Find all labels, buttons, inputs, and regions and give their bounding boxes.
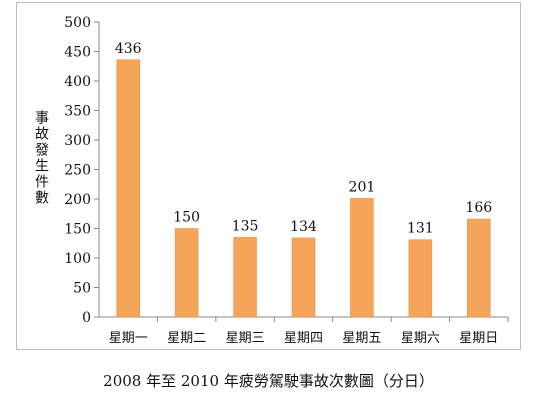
y-tick-label: 250 <box>64 163 91 179</box>
chart-caption: 2008 年至 2010 年疲勞駕駛事故次數圖（分日） <box>103 372 434 390</box>
y-tick-label: 150 <box>64 222 91 238</box>
bar <box>116 59 140 318</box>
data-label: 436 <box>115 41 142 57</box>
x-tick-label: 星期一 <box>109 331 148 346</box>
x-tick-label: 星期四 <box>284 331 323 346</box>
bar <box>467 218 491 318</box>
y-axis-label: 事故發生件數 <box>33 110 49 206</box>
bar <box>174 228 199 318</box>
x-tick-label: 星期六 <box>401 331 440 346</box>
y-tick-label: 300 <box>64 133 91 149</box>
y-tick-label: 50 <box>73 281 91 297</box>
x-tick-label: 星期三 <box>226 331 265 346</box>
y-tick-label: 0 <box>82 310 91 326</box>
chart-area <box>16 2 521 350</box>
data-label: 201 <box>349 179 376 195</box>
y-tick-label: 450 <box>64 45 91 61</box>
y-tick-label: 200 <box>64 192 91 208</box>
data-label: 166 <box>465 200 492 216</box>
data-label: 131 <box>407 221 434 237</box>
x-tick-label: 星期五 <box>342 331 381 346</box>
data-label: 150 <box>173 210 200 226</box>
data-label: 135 <box>232 218 259 234</box>
bar <box>408 239 433 318</box>
y-tick-label: 100 <box>64 251 91 267</box>
y-tick-label: 350 <box>64 104 91 120</box>
bar <box>291 237 316 318</box>
bar <box>233 237 257 318</box>
y-tick-label: 500 <box>64 15 91 31</box>
y-tick-label: 400 <box>64 74 91 90</box>
x-tick-label: 星期二 <box>167 331 206 346</box>
bar <box>350 198 374 318</box>
x-tick-label: 星期日 <box>459 331 498 346</box>
data-label: 134 <box>290 219 317 235</box>
